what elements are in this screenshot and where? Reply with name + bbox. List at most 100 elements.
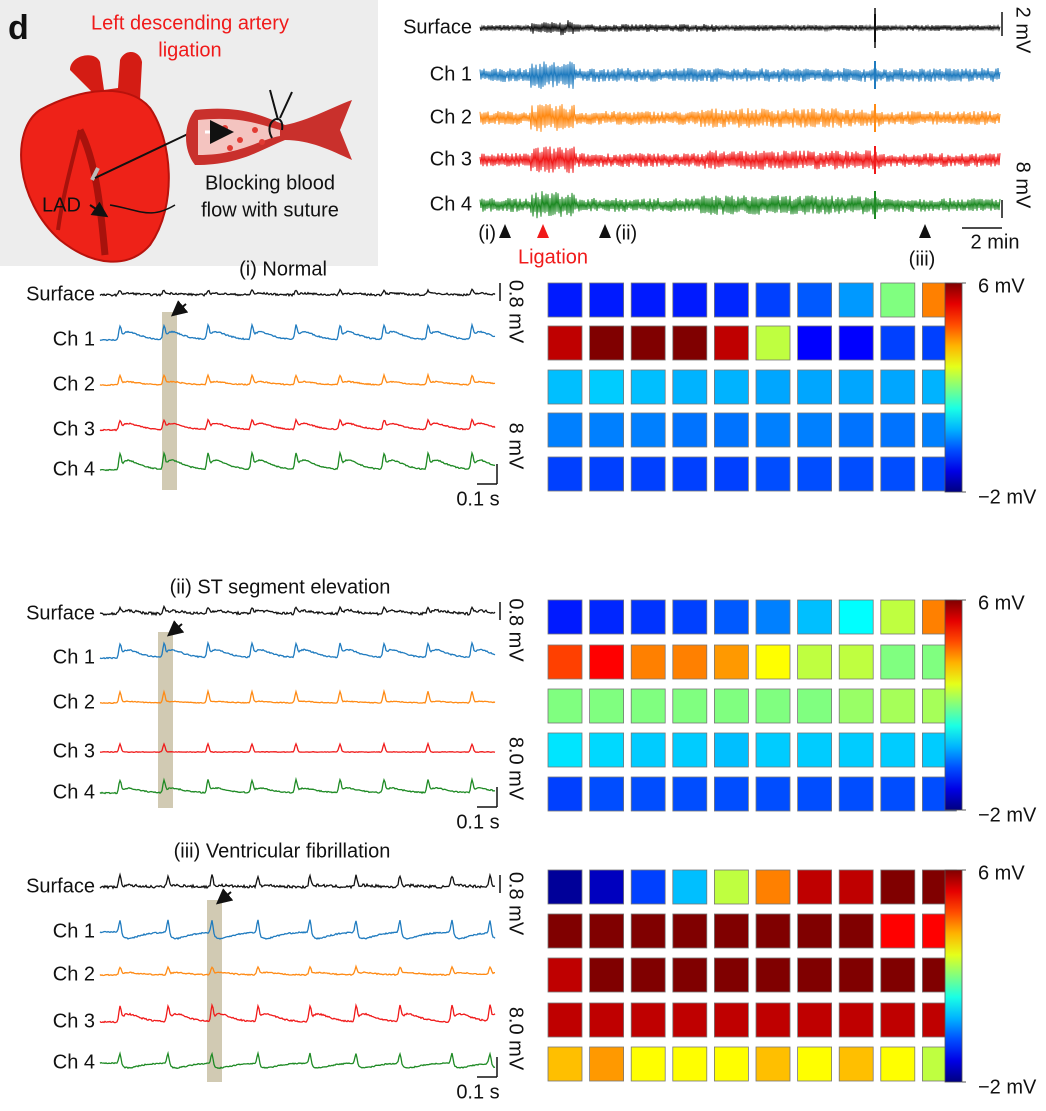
heatmap-tile <box>797 732 832 768</box>
heatmap-tile <box>755 869 791 905</box>
heatmap-tile <box>797 688 832 724</box>
heatmap-tile <box>714 644 749 680</box>
channel-label: Ch 2 <box>430 106 472 128</box>
channel-label: Ch 1 <box>53 920 95 942</box>
heatmap-tile <box>714 957 749 993</box>
heatmap-tile <box>630 369 666 405</box>
heatmap-tile <box>714 688 749 724</box>
heatmap-tile <box>589 282 624 318</box>
heatmap-tile <box>589 776 624 812</box>
trace <box>99 288 496 298</box>
time-marker <box>599 224 611 238</box>
heatmap-tile <box>755 282 791 318</box>
vessel <box>186 89 352 165</box>
colorbar <box>944 282 963 493</box>
section-title: (iii) Ventricular fibrillation <box>174 840 391 862</box>
heatmap-tile <box>755 644 791 680</box>
heatmap-tile <box>547 282 583 318</box>
channel-label: Ch 2 <box>53 373 95 395</box>
channel-label: Ch 3 <box>53 1010 95 1032</box>
heatmap-tile <box>838 644 874 680</box>
heatmap-tile <box>589 599 624 635</box>
heatmap-tile <box>714 1046 749 1082</box>
heatmap-tile <box>797 369 832 405</box>
highlight <box>158 632 173 808</box>
heatmap-tile <box>755 599 791 635</box>
heatmap-tile <box>755 369 791 405</box>
heatmap-tile <box>880 688 916 724</box>
heatmap-tile <box>672 369 708 405</box>
trace <box>99 741 496 754</box>
highlight <box>207 900 222 1082</box>
heatmap-tile <box>630 957 666 993</box>
heatmap-tile <box>547 412 583 448</box>
colorbar-label: −2 mV <box>978 1076 1037 1098</box>
scale-label: 0.1 s <box>456 1081 499 1103</box>
heatmap-tile <box>589 869 624 905</box>
channel-label: Ch 4 <box>53 458 95 480</box>
heatmap-tile <box>672 456 708 492</box>
scale-label: 8.0 mV <box>505 737 527 801</box>
heatmap-tile <box>547 732 583 768</box>
heatmap-tile <box>755 688 791 724</box>
heatmap-tile <box>630 282 666 318</box>
heatmap-tile <box>589 1002 624 1038</box>
arrow <box>215 888 234 905</box>
time-marker <box>499 224 511 238</box>
heatmap-tile <box>838 369 874 405</box>
channel-label: Surface <box>26 283 95 305</box>
section-title: (i) Normal <box>239 258 327 280</box>
heatmap-tile <box>630 1046 666 1082</box>
heatmap-tile <box>672 599 708 635</box>
overview-trace <box>479 104 1001 132</box>
heatmap-tile <box>589 412 624 448</box>
time-marker <box>537 224 549 238</box>
heatmap-tile <box>589 369 624 405</box>
marker-label: (ii) <box>615 222 637 244</box>
heatmap-tile <box>797 325 832 361</box>
trace <box>99 1002 496 1024</box>
heatmap-tile <box>797 282 832 318</box>
heatmap-tile <box>547 957 583 993</box>
heatmap-tile <box>672 644 708 680</box>
illustration-caption: flow with suture <box>201 199 339 221</box>
heatmap-tile <box>838 776 874 812</box>
channel-label: Surface <box>26 875 95 897</box>
overview-trace <box>479 61 1001 89</box>
heatmap-tile <box>547 688 583 724</box>
heatmap-tile <box>797 644 832 680</box>
trace <box>99 450 496 472</box>
heatmap-tile <box>880 325 916 361</box>
channel-label: Ch 1 <box>53 646 95 668</box>
overview-trace <box>479 191 1001 219</box>
colorbar-label: −2 mV <box>978 486 1037 508</box>
heatmap-tile <box>672 732 708 768</box>
heatmap-tile <box>838 688 874 724</box>
scale-label: 8 mV <box>505 423 527 470</box>
heatmap-tile <box>714 282 749 318</box>
heatmap-tile <box>797 913 832 949</box>
colorbar <box>944 869 963 1083</box>
heatmap-tile <box>797 869 832 905</box>
time-marker <box>919 224 931 238</box>
colorbar-label: −2 mV <box>978 804 1037 826</box>
colorbar-label: 6 mV <box>978 862 1025 884</box>
trace <box>99 919 496 941</box>
vessel-label: LAD <box>42 194 81 216</box>
channel-label: Ch 2 <box>53 691 95 713</box>
heatmap-tile <box>547 1002 583 1038</box>
heatmap-tile <box>755 1002 791 1038</box>
heatmap-tile <box>838 282 874 318</box>
heatmap-tile <box>797 957 832 993</box>
heatmap-tile <box>672 1046 708 1082</box>
heatmap-tile <box>838 599 874 635</box>
heatmap-tile <box>797 1002 832 1038</box>
channel-label: Ch 3 <box>53 740 95 762</box>
heatmap-tile <box>714 776 749 812</box>
illustration-title: ligation <box>158 39 221 61</box>
heatmap-tile <box>672 325 708 361</box>
heatmap-tile <box>880 599 916 635</box>
heatmap-tile <box>838 913 874 949</box>
panel-label: d <box>8 9 29 47</box>
